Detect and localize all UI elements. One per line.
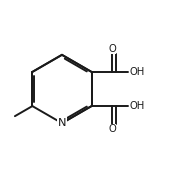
Text: O: O — [108, 43, 116, 54]
Text: OH: OH — [129, 67, 144, 77]
Text: O: O — [108, 124, 116, 135]
Text: OH: OH — [129, 101, 144, 111]
Text: N: N — [58, 118, 66, 128]
